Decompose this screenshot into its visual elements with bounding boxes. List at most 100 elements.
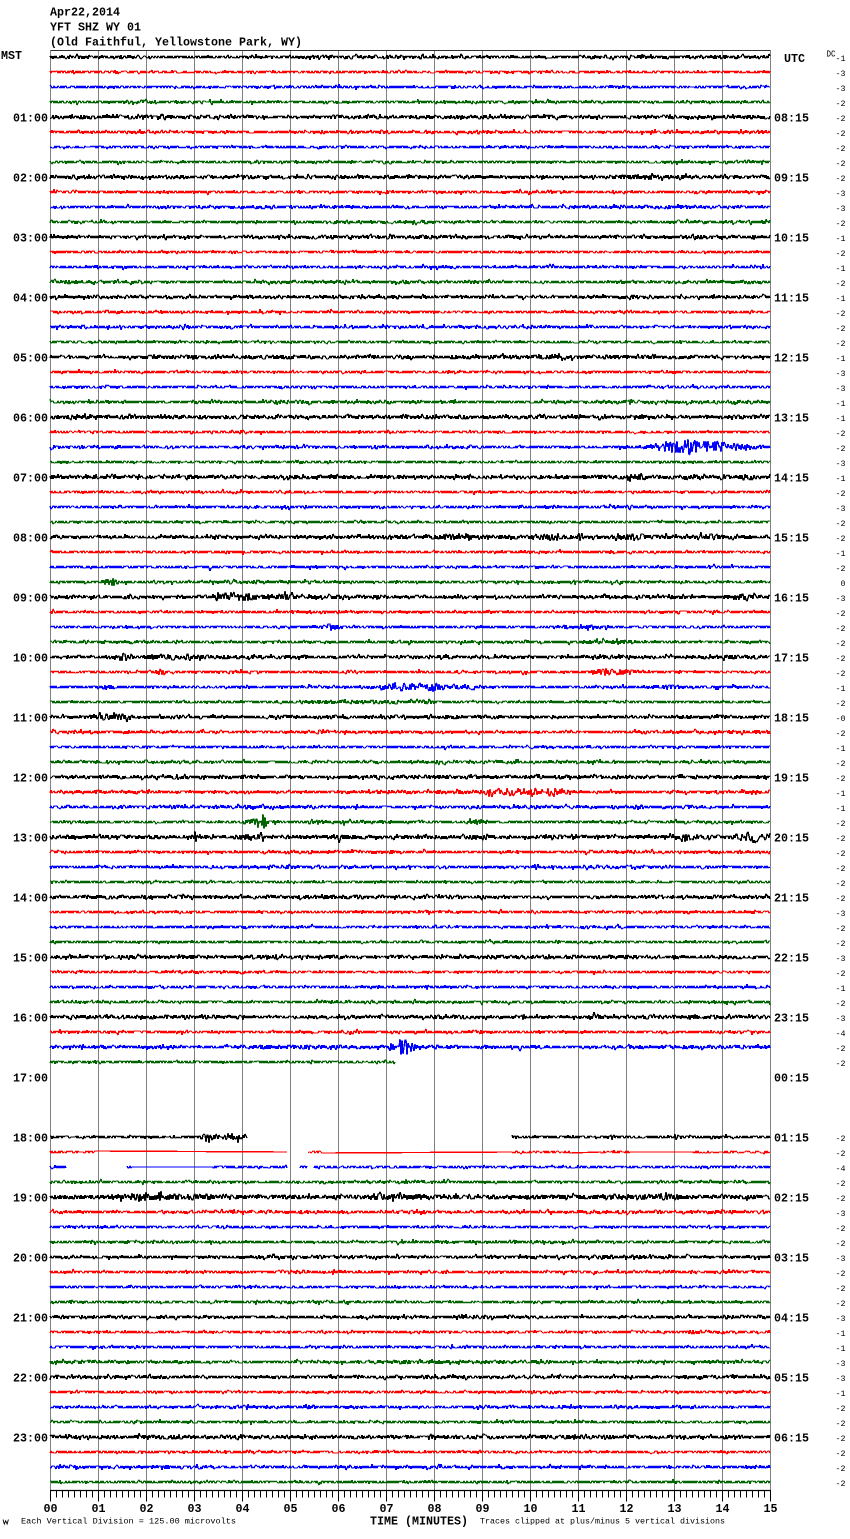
svg-text:16:15: 16:15 [774,592,809,606]
svg-text:-2: -2 [836,1225,846,1234]
svg-text:-2: -2 [836,430,846,439]
svg-text:08:15: 08:15 [774,112,809,126]
svg-text:-2: -2 [836,1285,846,1294]
svg-text:-3: -3 [836,190,846,199]
svg-text:-2: -2 [836,775,846,784]
svg-text:-3: -3 [836,1015,846,1024]
svg-text:-1: -1 [836,1390,846,1399]
svg-text:-1: -1 [836,550,846,559]
svg-text:-1: -1 [836,295,846,304]
svg-text:-2: -2 [836,895,846,904]
svg-text:11:15: 11:15 [774,292,809,306]
svg-text:-1: -1 [836,685,846,694]
svg-text:-1: -1 [836,475,846,484]
svg-text:-2: -2 [836,1180,846,1189]
svg-text:-3: -3 [836,1360,846,1369]
svg-text:-2: -2 [836,1405,846,1414]
svg-text:YFT SHZ WY 01: YFT SHZ WY 01 [50,21,141,35]
svg-text:18:15: 18:15 [774,712,809,726]
svg-text:13:15: 13:15 [774,412,809,426]
svg-text:20:00: 20:00 [13,1252,48,1266]
svg-text:-0: -0 [836,715,846,724]
svg-text:-2: -2 [836,490,846,499]
svg-text:-1: -1 [836,805,846,814]
svg-text:07: 07 [380,1502,394,1516]
svg-text:-2: -2 [836,640,846,649]
svg-text:21:00: 21:00 [13,1312,48,1326]
svg-text:02: 02 [140,1502,154,1516]
svg-text:-2: -2 [836,625,846,634]
svg-text:-2: -2 [836,310,846,319]
svg-text:12: 12 [620,1502,634,1516]
svg-text:-2: -2 [836,130,846,139]
svg-text:01:15: 01:15 [774,1132,809,1146]
svg-text:03:00: 03:00 [13,232,48,246]
svg-text:-2: -2 [836,655,846,664]
svg-text:14: 14 [716,1502,730,1516]
svg-text:15:00: 15:00 [13,952,48,966]
svg-text:-2: -2 [836,565,846,574]
svg-text:05:15: 05:15 [774,1372,809,1386]
svg-text:06:15: 06:15 [774,1432,809,1446]
svg-text:12:00: 12:00 [13,772,48,786]
svg-text:-2: -2 [836,100,846,109]
svg-text:-3: -3 [836,1375,846,1384]
svg-text:(Old Faithful, Yellowstone Par: (Old Faithful, Yellowstone Park, WY) [50,36,302,50]
svg-text:08: 08 [428,1502,442,1516]
svg-text:04:00: 04:00 [13,292,48,306]
svg-text:03:15: 03:15 [774,1252,809,1266]
svg-text:15:15: 15:15 [774,532,809,546]
svg-text:-2: -2 [836,220,846,229]
svg-text:-2: -2 [836,880,846,889]
svg-text:-2: -2 [836,1300,846,1309]
svg-text:20:15: 20:15 [774,832,809,846]
svg-text:00: 00 [44,1502,58,1516]
svg-text:-2: -2 [836,1000,846,1009]
svg-text:06: 06 [332,1502,346,1516]
svg-text:-3: -3 [836,505,846,514]
svg-text:-2: -2 [836,970,846,979]
svg-text:-1: -1 [836,55,846,64]
svg-text:-2: -2 [836,940,846,949]
svg-text:11: 11 [572,1502,586,1516]
svg-text:0: 0 [841,580,846,589]
svg-text:17:15: 17:15 [774,652,809,666]
svg-text:Apr22,2014: Apr22,2014 [50,6,120,20]
svg-text:07:00: 07:00 [13,472,48,486]
svg-text:-1: -1 [836,235,846,244]
svg-text:01: 01 [92,1502,106,1516]
svg-text:-2: -2 [836,1195,846,1204]
svg-text:-4: -4 [836,1165,846,1174]
svg-text:-1: -1 [836,745,846,754]
svg-text:-2: -2 [836,340,846,349]
svg-text:19:15: 19:15 [774,772,809,786]
svg-text:14:00: 14:00 [13,892,48,906]
svg-text:Traces clipped at plus/minus 5: Traces clipped at plus/minus 5 vertical … [480,1517,725,1527]
svg-text:-2: -2 [836,820,846,829]
svg-text:-3: -3 [836,1210,846,1219]
svg-text:23:15: 23:15 [774,1012,809,1026]
svg-text:-2: -2 [836,610,846,619]
svg-text:02:00: 02:00 [13,172,48,186]
svg-text:-1: -1 [836,265,846,274]
svg-text:-3: -3 [836,70,846,79]
svg-text:-2: -2 [836,925,846,934]
svg-text:-1: -1 [836,1330,846,1339]
svg-text:-2: -2 [836,1240,846,1249]
svg-text:19:00: 19:00 [13,1192,48,1206]
svg-text:DC: DC [827,50,836,60]
svg-text:-3: -3 [836,910,846,919]
svg-text:-2: -2 [836,1465,846,1474]
svg-text:-2: -2 [836,700,846,709]
svg-text:-2: -2 [836,115,846,124]
svg-text:-2: -2 [836,835,846,844]
svg-text:00:15: 00:15 [774,1072,809,1086]
svg-text:-3: -3 [836,370,846,379]
svg-text:18:00: 18:00 [13,1132,48,1146]
svg-text:21:15: 21:15 [774,892,809,906]
svg-text:-2: -2 [836,1420,846,1429]
svg-text:-2: -2 [836,325,846,334]
svg-text:-2: -2 [836,850,846,859]
svg-text:-3: -3 [836,955,846,964]
svg-text:-3: -3 [836,595,846,604]
